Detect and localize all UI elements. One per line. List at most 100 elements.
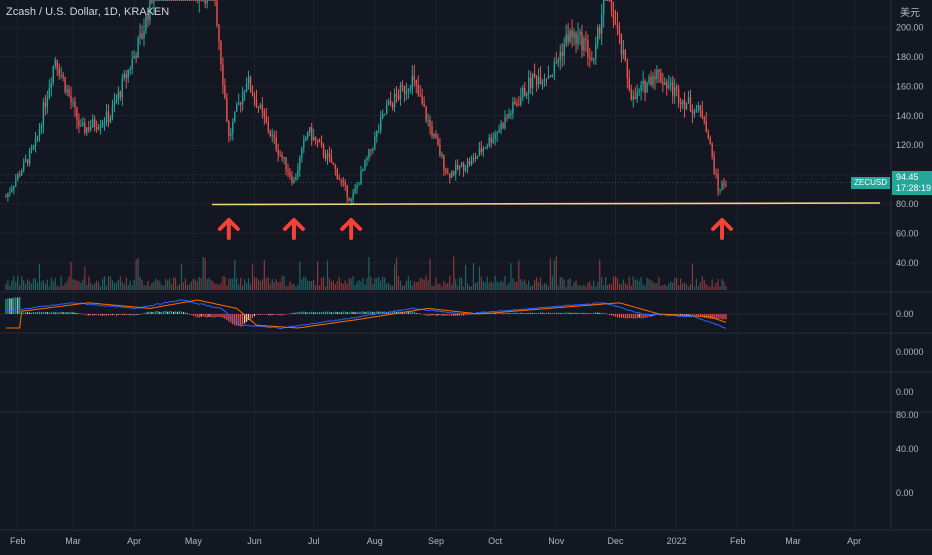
macd-histogram-bar — [151, 311, 153, 314]
macd-histogram-bar — [244, 314, 246, 324]
time-tick-label: Feb — [730, 536, 746, 546]
volume-bar — [512, 278, 514, 290]
candle-body — [506, 117, 508, 119]
macd-histogram-bar — [74, 312, 76, 314]
candle-body — [419, 94, 421, 97]
macd-histogram-bar — [68, 312, 70, 314]
macd-histogram-bar — [287, 314, 289, 315]
candle-body — [435, 133, 437, 139]
volume-bar — [644, 286, 646, 290]
volume-bar — [455, 279, 457, 290]
macd-histogram-bar — [171, 311, 173, 314]
volume-bar — [445, 283, 447, 290]
candle-body — [168, 0, 171, 1]
candle-body — [382, 114, 384, 118]
macd-histogram-bar — [216, 314, 218, 318]
candle-body — [318, 141, 321, 143]
macd-histogram-bar — [236, 314, 238, 326]
time-tick-label: Jun — [247, 536, 262, 546]
candle-body — [38, 129, 41, 136]
volume-bar — [664, 284, 666, 290]
volume-bar — [167, 280, 169, 290]
volume-bar — [435, 277, 437, 290]
candle-body — [610, 0, 613, 11]
volume-bar — [468, 285, 471, 290]
macd-histogram-bar — [285, 314, 287, 315]
time-tick-label: Oct — [488, 536, 503, 546]
candle-body — [5, 196, 7, 198]
macd-histogram-bar — [530, 313, 532, 314]
volume-bar — [721, 278, 723, 290]
macd-histogram-bar — [577, 312, 579, 314]
macd-histogram-bar — [226, 314, 228, 321]
candle-body — [356, 185, 358, 189]
volume-bar — [253, 277, 256, 290]
macd-histogram-bar — [222, 314, 224, 318]
volume-bar — [309, 280, 311, 290]
volume-bar — [131, 285, 133, 290]
macd-histogram-bar — [413, 311, 415, 314]
macd-histogram-bar — [449, 314, 451, 316]
volume-bar — [699, 282, 701, 290]
volume-bar — [330, 281, 333, 290]
candle-body — [322, 144, 325, 156]
time-tick-label: Nov — [548, 536, 565, 546]
macd-histogram-bar — [707, 314, 709, 319]
volume-bar — [634, 279, 636, 290]
macd-histogram-bar — [238, 314, 240, 327]
macd-histogram-bar — [388, 311, 390, 314]
candle-body — [600, 14, 603, 34]
volume-bar — [401, 285, 404, 290]
candle-body — [66, 89, 68, 93]
price-tick-label: 120.00 — [896, 140, 924, 150]
macd-histogram-bar — [551, 312, 553, 314]
volume-bar — [28, 281, 31, 290]
volume-bar — [291, 284, 293, 290]
macd-histogram-bar — [571, 313, 573, 314]
candle-body — [220, 41, 222, 65]
candle-body — [510, 113, 512, 115]
macd-histogram-bar — [135, 314, 137, 315]
macd-histogram-bar — [328, 311, 331, 314]
volume-bar — [202, 256, 204, 290]
candle-body — [547, 75, 550, 79]
macd-histogram-bar — [468, 314, 471, 315]
macd-histogram-bar — [674, 314, 676, 315]
candle-body — [397, 95, 400, 99]
candle-body — [391, 103, 394, 108]
volume-bar — [421, 278, 423, 290]
candle-body — [90, 127, 92, 131]
volume-bar — [190, 281, 192, 290]
macd-histogram-bar — [259, 314, 261, 315]
macd-histogram-bar — [107, 314, 110, 315]
candle-body — [620, 34, 623, 55]
volume-bar — [595, 286, 597, 290]
macd-line — [5, 299, 727, 330]
candle-body — [368, 149, 370, 158]
volume-bar — [472, 262, 475, 290]
candle-body — [387, 100, 390, 106]
macd-histogram-bar — [462, 314, 465, 316]
volume-bar — [342, 283, 344, 290]
volume-bar — [453, 256, 455, 290]
volume-bar — [54, 278, 56, 290]
macd-histogram-bar — [648, 314, 650, 317]
volume-bar — [334, 284, 336, 290]
macd-histogram-bar — [425, 314, 427, 316]
candle-body — [129, 68, 131, 70]
volume-bar — [344, 280, 346, 290]
macd-histogram-bar — [78, 313, 80, 315]
candle-body — [612, 10, 615, 23]
pane5-tick-label: 0.00 — [896, 488, 914, 498]
candle-body — [421, 96, 423, 104]
macd-histogram-bar — [605, 313, 607, 314]
candle-body — [267, 121, 269, 131]
candle-body — [291, 176, 293, 183]
volume-bar — [569, 278, 571, 290]
volume-bar — [464, 264, 467, 290]
candle-body — [616, 24, 619, 29]
volume-bar — [681, 283, 684, 290]
candle-body — [101, 122, 104, 126]
